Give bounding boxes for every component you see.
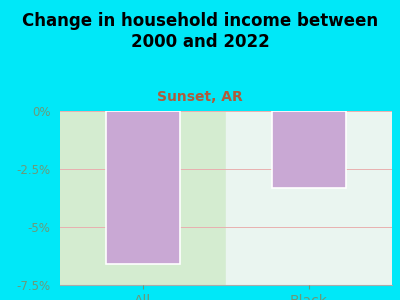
Bar: [60, 111, 226, 285]
Bar: [106, 111, 180, 264]
Bar: [226, 111, 392, 285]
Text: Sunset, AR: Sunset, AR: [157, 90, 243, 104]
Text: Change in household income between
2000 and 2022: Change in household income between 2000 …: [22, 12, 378, 51]
Bar: [272, 111, 346, 188]
